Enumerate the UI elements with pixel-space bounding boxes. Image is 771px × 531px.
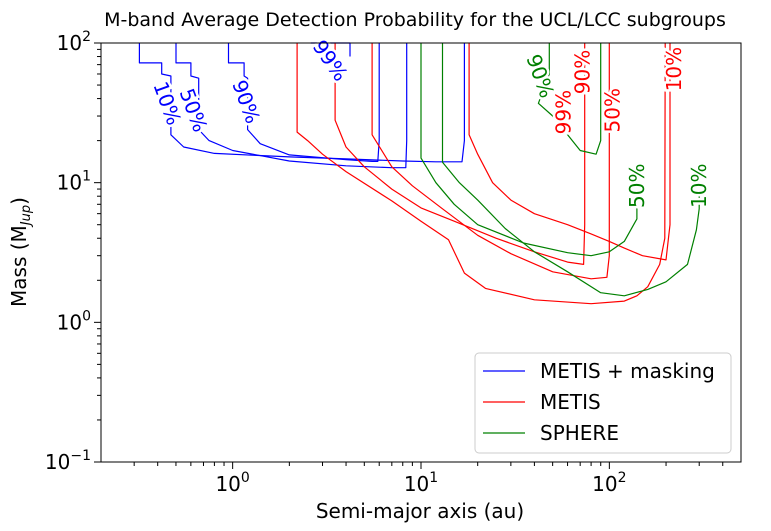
contour-label-sphere-50: 50% bbox=[625, 164, 649, 208]
legend-label-metis: METIS bbox=[540, 390, 601, 414]
y-axis-label-sub: Jup bbox=[19, 205, 34, 228]
y-tick-label: 100 bbox=[57, 308, 91, 334]
contour-label-metis-10: 10% bbox=[662, 47, 686, 91]
contour-label-metis-50: 50% bbox=[601, 88, 625, 132]
x-tick-label: 102 bbox=[592, 470, 626, 496]
contour-metis-50 bbox=[296, 42, 666, 305]
contour-metis-masking-10 bbox=[138, 43, 465, 163]
svg-text:Mass (MJup): Mass (MJup) bbox=[7, 197, 34, 307]
plot-frame bbox=[100, 42, 742, 463]
x-axis-label: Semi-major axis (au) bbox=[316, 499, 524, 523]
y-tick-label: 102 bbox=[57, 29, 91, 55]
contour-label-metis-masking-90: 90% bbox=[227, 77, 265, 127]
contour-sphere-50 bbox=[420, 43, 638, 257]
legend-label-sphere: SPHERE bbox=[540, 421, 619, 445]
y-axis-label-close: ) bbox=[7, 197, 31, 205]
contour-metis-masking-90 bbox=[227, 43, 380, 162]
contour-sphere-10 bbox=[441, 43, 700, 297]
x-tick-label: 100 bbox=[215, 470, 249, 496]
legend: METIS + masking METIS SPHERE bbox=[474, 352, 732, 454]
contour-metis-99 bbox=[334, 43, 586, 265]
contour-label-metis-90: 90% bbox=[570, 50, 594, 94]
legend-label-metis-masking: METIS + masking bbox=[540, 359, 715, 383]
contour-sphere-90 bbox=[537, 43, 602, 155]
y-axis-label: Mass (MJup) bbox=[7, 197, 34, 307]
contour-metis-masking-50 bbox=[175, 43, 408, 169]
legend-box bbox=[474, 352, 732, 454]
y-tick-label: 10−1 bbox=[45, 448, 91, 474]
contour-metis-90 bbox=[371, 43, 610, 280]
x-tick-label: 101 bbox=[404, 470, 438, 496]
contour-labels: 10%50% 90%99%99%90%50%10%90%50% 10% bbox=[146, 33, 714, 211]
y-axis-label-main: Mass (M bbox=[7, 225, 31, 307]
axis-ticks: 100 101 102 10−1 100 101 102 bbox=[45, 29, 724, 496]
contour-label-sphere-10: 10% bbox=[687, 164, 711, 208]
y-tick-label: 101 bbox=[57, 169, 91, 195]
contour-metis-10 bbox=[468, 43, 671, 261]
contour-label-metis-99: 99% bbox=[551, 90, 575, 134]
contour-label-sphere-90: 90% bbox=[521, 51, 559, 101]
chart-title: M-band Average Detection Probability for… bbox=[104, 9, 726, 31]
plot-curves bbox=[138, 42, 700, 305]
